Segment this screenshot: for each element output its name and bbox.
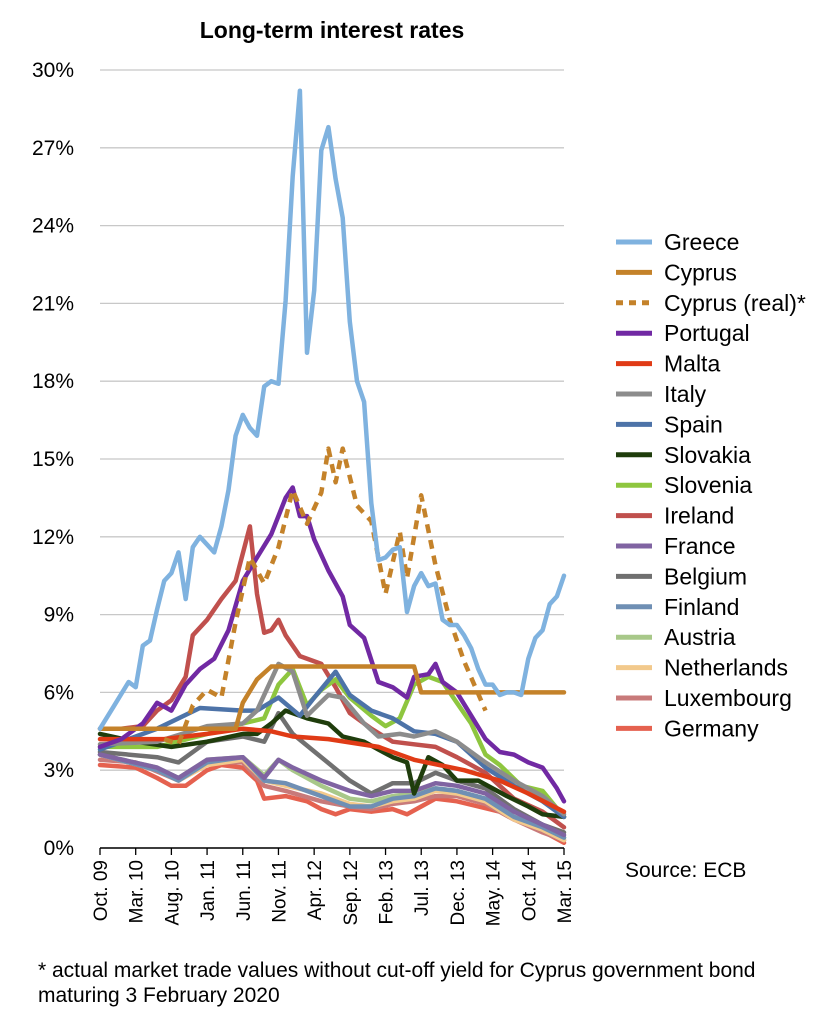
series-lines — [97, 88, 567, 846]
x-tick-label: Apr. 12 — [305, 860, 326, 920]
x-tick-label: Mar. 10 — [127, 860, 148, 923]
x-tick-label: May. 14 — [484, 860, 505, 927]
series-line-cyprus-real — [163, 446, 488, 747]
x-tick-label: Dec. 13 — [448, 860, 469, 925]
x-tick-label: Jun. 11 — [234, 860, 255, 921]
y-tick-label: 9% — [44, 604, 74, 627]
legend: Greece Cyprus Cyprus (real)* Portugal Malta I… — [616, 229, 806, 741]
x-tick-label: Feb. 13 — [377, 860, 398, 924]
legend-label: Ireland — [664, 503, 734, 529]
series-line-cyprus — [97, 664, 567, 731]
y-tick-label: 15% — [32, 448, 74, 471]
x-tick-label: Jan. 11 — [198, 860, 219, 921]
legend-label: Cyprus — [664, 259, 737, 285]
y-tick-label: 3% — [44, 759, 74, 782]
legend-label: France — [664, 533, 736, 559]
legend-label: Belgium — [664, 563, 747, 589]
legend-label: Austria — [664, 624, 736, 650]
legend-label: Spain — [664, 411, 723, 437]
x-tick-label: Aug. 10 — [162, 860, 183, 926]
y-tick-label: 0% — [44, 837, 74, 860]
y-tick-label: 12% — [32, 526, 74, 549]
series-line-slovakia — [97, 708, 567, 820]
gridlines — [100, 69, 564, 849]
chart-title: Long-term interest rates — [200, 17, 465, 43]
series-line-france — [97, 752, 567, 838]
y-tick-label: 6% — [44, 681, 74, 704]
legend-label: Cyprus (real)* — [664, 290, 806, 316]
series-line-italy — [97, 661, 567, 817]
series-line-ireland — [97, 524, 567, 830]
legend-label: Portugal — [664, 320, 750, 346]
series-line-malta — [97, 726, 567, 814]
x-tick-label: Oct. 09 — [91, 860, 112, 921]
legend-label: Italy — [664, 381, 707, 407]
x-tick-label: Mar. 15 — [555, 860, 576, 923]
legend-label: Germany — [664, 715, 759, 741]
x-tick-label: Nov. 11 — [269, 860, 290, 923]
legend-label: Malta — [664, 351, 720, 377]
legend-label: Finland — [664, 594, 739, 620]
series-line-portugal — [97, 485, 567, 804]
series-line-greece — [97, 88, 567, 731]
footnote: * actual market trade values without cut… — [38, 959, 756, 1007]
legend-label: Luxembourg — [664, 685, 792, 711]
x-tick-label: Sep. 12 — [341, 860, 362, 926]
y-tick-label: 21% — [32, 292, 74, 315]
legend-label: Netherlands — [664, 655, 788, 681]
x-axis: Oct. 09 Mar. 10 Aug. 10 Jan. 11 Jun. 11 Nov. … — [91, 847, 576, 927]
y-axis: 0% 3% 6% 9% 12% 15% 18% 21% 24% 27% 30% — [32, 59, 74, 860]
x-tick-label: Oct. 14 — [519, 860, 540, 922]
y-tick-label: 24% — [32, 215, 74, 238]
legend-label: Slovakia — [664, 442, 751, 468]
y-tick-label: 18% — [32, 370, 74, 393]
y-tick-label: 27% — [32, 137, 74, 160]
series-line-slovenia — [97, 666, 567, 820]
legend-label: Greece — [664, 229, 739, 255]
x-tick-label: Jul. 13 — [412, 860, 433, 916]
y-tick-label: 30% — [32, 59, 74, 82]
legend-label: Slovenia — [664, 472, 752, 498]
source-note: Source: ECB — [625, 859, 746, 882]
